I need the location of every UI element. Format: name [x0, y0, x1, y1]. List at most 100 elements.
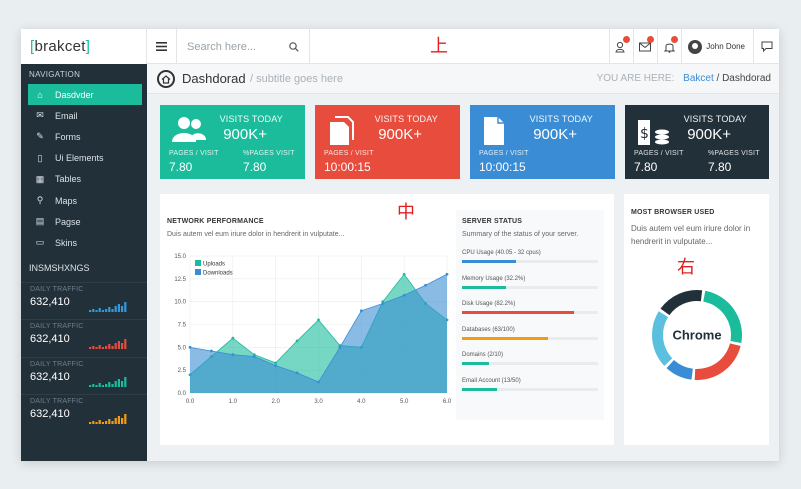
- status-bar: [462, 285, 598, 289]
- status-bar-fill: [462, 285, 506, 289]
- donut-slice-opera[interactable]: [660, 290, 703, 316]
- status-bar: [462, 311, 598, 314]
- status-row: Disk Usage (82.2%): [462, 301, 598, 314]
- status-row: CPU Usage (40.05 - 32 cpus): [462, 250, 598, 263]
- search-box: [178, 29, 310, 64]
- card-title: VISITS TODAY: [219, 114, 283, 124]
- sparkline-bar: [92, 346, 95, 349]
- brand-logo[interactable]: [brakcet]: [21, 29, 147, 64]
- alerts-notification[interactable]: [657, 29, 681, 64]
- brand-bracket-open: [: [30, 38, 35, 55]
- card-value: 900K+: [687, 126, 731, 143]
- traffic-value: 632,410: [30, 408, 70, 420]
- data-point-uploads: [295, 339, 299, 343]
- status-label: Databases (63/100): [462, 326, 515, 333]
- card-value-b: 7.80: [708, 160, 732, 174]
- network-title: NETWORK PERFORMANCE: [167, 218, 264, 225]
- sidebar-item-5[interactable]: ⚲ Maps: [21, 190, 147, 211]
- search-input[interactable]: [187, 40, 287, 53]
- donut-slice-chrome[interactable]: [703, 290, 742, 343]
- data-point-downloads: [317, 380, 320, 384]
- sidebar-item-0[interactable]: ⌂ Dasdvder: [28, 84, 142, 106]
- traffic-widget: DAILY TRAFFIC 632,410: [21, 281, 147, 320]
- sidebar-item-label: Tables: [55, 174, 82, 185]
- sparkline-bar: [92, 308, 95, 312]
- sparkline-bar: [124, 301, 127, 312]
- sparkline-bar: [95, 384, 98, 387]
- donut-slice-safari[interactable]: [666, 360, 693, 380]
- sparkline-bar: [108, 344, 111, 349]
- sparkline-bar: [95, 309, 98, 312]
- notification-badge: [671, 36, 679, 43]
- breadcrumb-link[interactable]: Bakcet: [683, 73, 714, 84]
- card-value: 900K+: [378, 126, 422, 143]
- users-notification[interactable]: [609, 29, 633, 64]
- breadcrumb: YOU ARE HERE: Bakcet / Dashdorad: [597, 73, 771, 84]
- legend-swatch: [195, 260, 201, 266]
- network-desc: Duis autem vel eum iriure dolor in hendr…: [167, 231, 345, 238]
- sidebar-item-label: Skins: [55, 237, 78, 248]
- traffic-label: DAILY TRAFFIC: [30, 285, 84, 293]
- data-point-downloads: [210, 349, 213, 353]
- sparkline-bar: [117, 378, 120, 387]
- sidebar-item-2[interactable]: ✎ Forms: [21, 126, 147, 147]
- browser-desc: Duis autem vel eum iriure dolor in hendr…: [631, 224, 751, 246]
- card-label-a: PAGES / VISIT: [479, 150, 529, 157]
- donut-slice-firefox[interactable]: [694, 343, 741, 381]
- traffic-label: DAILY TRAFFIC: [30, 360, 84, 368]
- search-icon[interactable]: [289, 41, 299, 52]
- notification-badge: [647, 36, 655, 43]
- traffic-sparkline: [89, 301, 127, 312]
- sparkline-bar: [101, 347, 104, 349]
- sparkline-bar: [92, 421, 95, 424]
- sidebar-item-7[interactable]: ▭ Skins: [21, 232, 147, 253]
- server-status: [456, 210, 604, 420]
- menu-toggle-button[interactable]: [147, 29, 177, 64]
- browser-title: MOST BROWSER USED: [631, 209, 715, 216]
- sidebar-item-1[interactable]: ✉ Email: [21, 105, 147, 126]
- users-icon: [615, 41, 625, 52]
- sparkline-bar: [121, 418, 124, 424]
- sidebar-item-4[interactable]: ▦ Tables: [21, 169, 147, 190]
- legend-swatch: [195, 269, 201, 275]
- nav-list: ⌂ Dasdvder ✉ Email ✎ Forms ▯ Ui Elements ▦ Tables…: [21, 84, 147, 254]
- sparkline-bar: [95, 347, 98, 349]
- card-value: 900K+: [223, 126, 267, 143]
- annotation-top: 上: [430, 36, 448, 57]
- stat-card-documents: VISITS TODAY 900K+ PAGES / VISIT 10:00:1…: [315, 105, 460, 179]
- status-bar-fill: [462, 336, 548, 340]
- chat-button[interactable]: [753, 29, 779, 64]
- x-tick-label: 6.0: [443, 399, 452, 405]
- y-tick-label: 12.5: [174, 277, 186, 283]
- users-icon: [172, 117, 206, 142]
- home-icon[interactable]: [157, 70, 175, 88]
- sparkline-bar: [105, 308, 108, 312]
- sidebar-item-6[interactable]: ▤ Pagse: [21, 211, 147, 232]
- legend-label: Uploads: [203, 262, 225, 268]
- sparkline-bar: [92, 383, 95, 387]
- sparkline-bar: [114, 380, 117, 387]
- status-bar-fill: [462, 387, 498, 391]
- sidebar-item-3[interactable]: ▯ Ui Elements: [21, 148, 147, 169]
- x-tick-label: 0.0: [186, 399, 195, 405]
- status-label: CPU Usage (40.05 - 32 cpus): [462, 250, 541, 256]
- data-point-uploads: [231, 336, 235, 340]
- sparkline-bar: [89, 422, 92, 424]
- sparkline-bar: [121, 380, 124, 387]
- x-tick-label: 3.0: [314, 399, 323, 405]
- y-tick-label: 0.0: [178, 391, 187, 397]
- traffic-sparkline: [89, 339, 127, 349]
- messages-notification[interactable]: [633, 29, 657, 64]
- sidebar-item-label: Forms: [55, 131, 81, 142]
- monitor-icon: ▭: [35, 237, 45, 248]
- y-tick-label: 15.0: [174, 254, 186, 260]
- donut-slice-ie[interactable]: [651, 311, 673, 366]
- status-label: Disk Usage (82.2%): [462, 301, 516, 307]
- sparkline-bar: [114, 305, 117, 312]
- sparkline-bar: [124, 414, 127, 424]
- traffic-value: 632,410: [30, 333, 70, 345]
- sparkline-bar: [108, 381, 111, 387]
- y-tick-label: 10.0: [174, 300, 186, 306]
- sparkline-bar: [108, 306, 111, 312]
- user-menu[interactable]: John Done: [681, 29, 753, 64]
